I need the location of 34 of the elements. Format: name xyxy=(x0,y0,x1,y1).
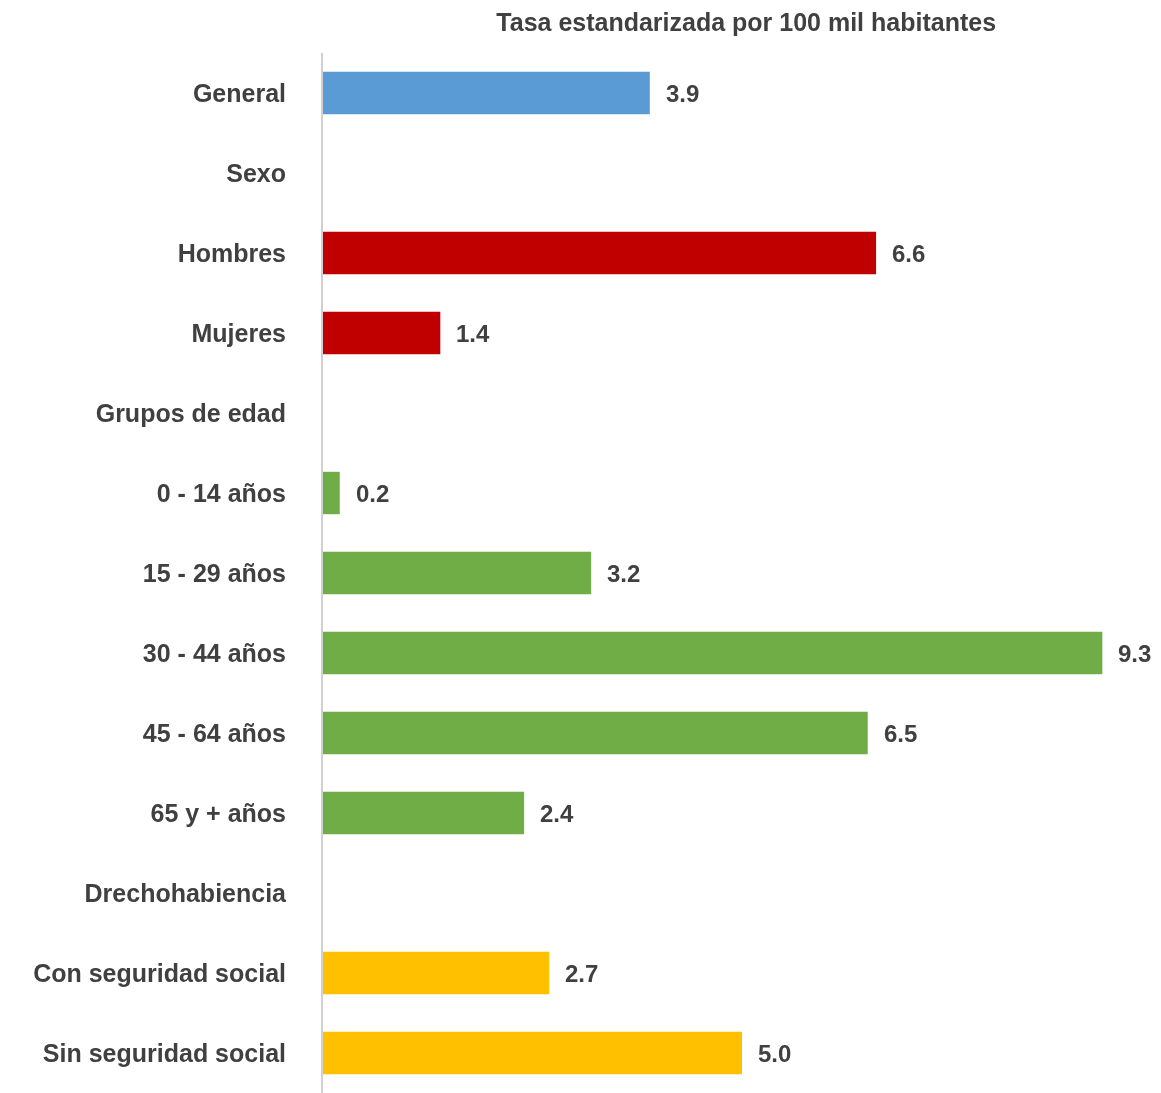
y-tick-label: Mujeres xyxy=(191,318,286,347)
data-label: 0.2 xyxy=(356,480,390,507)
bar xyxy=(323,1031,742,1075)
y-tick-label: Sin seguridad social xyxy=(42,1038,286,1067)
data-label: 1.4 xyxy=(456,320,491,347)
y-tick-label: Hombres xyxy=(177,238,286,267)
y-tick-label: Grupos de edad xyxy=(95,398,286,427)
y-tick-label: 30 - 44 años xyxy=(142,638,286,667)
bar xyxy=(323,231,877,275)
data-label: 2.7 xyxy=(565,960,599,987)
data-label: 6.6 xyxy=(892,240,926,267)
y-tick-label: Drechohabiencia xyxy=(84,878,288,907)
y-tick-label: 15 - 29 años xyxy=(142,558,286,587)
bar xyxy=(323,471,340,515)
bar xyxy=(323,951,550,995)
bar xyxy=(323,631,1103,675)
bar xyxy=(323,311,441,355)
y-tick-label: General xyxy=(192,78,286,107)
y-tick-label: 45 - 64 años xyxy=(142,718,286,747)
data-label: 6.5 xyxy=(884,720,918,747)
chart-title: Tasa estandarizada por 100 mil habitantes xyxy=(496,7,997,36)
bar xyxy=(323,551,592,595)
data-label: 5.0 xyxy=(758,1040,792,1067)
y-tick-label: 0 - 14 años xyxy=(156,478,286,507)
data-label: 3.9 xyxy=(666,80,700,107)
y-tick-label: Con seguridad social xyxy=(33,958,286,987)
bar xyxy=(323,791,525,835)
y-tick-label: Sexo xyxy=(226,158,286,187)
bar xyxy=(323,71,650,115)
data-label: 9.3 xyxy=(1118,640,1152,667)
y-tick-label: 65 y + años xyxy=(150,798,286,827)
data-label: 2.4 xyxy=(540,800,575,827)
data-label: 3.2 xyxy=(607,560,641,587)
bar xyxy=(323,711,868,755)
